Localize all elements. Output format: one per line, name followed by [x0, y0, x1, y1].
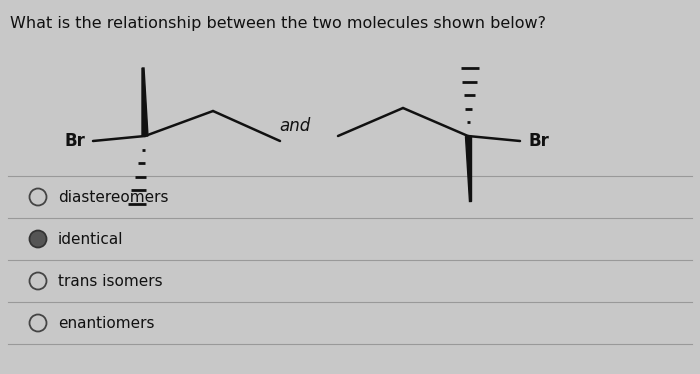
- Circle shape: [31, 232, 46, 246]
- Text: identical: identical: [58, 232, 123, 246]
- Text: diastereomers: diastereomers: [58, 190, 169, 205]
- Text: and: and: [279, 117, 311, 135]
- Text: Br: Br: [528, 132, 549, 150]
- Text: enantiomers: enantiomers: [58, 316, 155, 331]
- Text: Br: Br: [64, 132, 85, 150]
- Polygon shape: [142, 68, 148, 136]
- Text: trans isomers: trans isomers: [58, 273, 162, 288]
- Polygon shape: [465, 136, 471, 201]
- Text: What is the relationship between the two molecules shown below?: What is the relationship between the two…: [10, 16, 546, 31]
